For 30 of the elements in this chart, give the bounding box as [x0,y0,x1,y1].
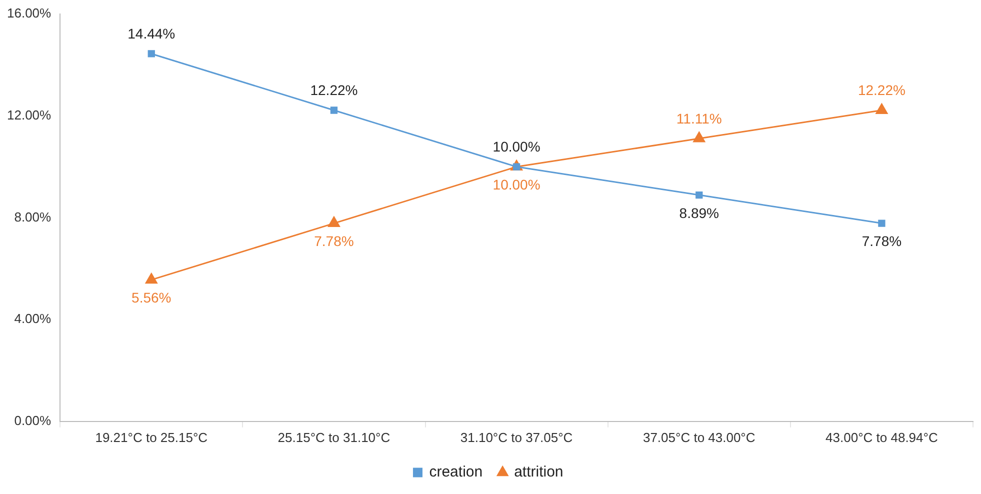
data-label: 7.78% [314,233,354,250]
data-label: 11.11% [676,110,722,126]
point [145,273,158,284]
point [878,220,886,227]
y-tick-label: 12.00% [6,107,52,122]
data-label: 14.44% [128,26,176,42]
point [328,216,340,228]
point [330,106,338,114]
legend-label: creation [429,464,483,481]
data-label: 12.22% [858,82,906,98]
data-label: 8.89% [679,204,719,221]
x-tick-label: 19.21°C to 25.15°C [95,430,208,445]
data-label: 7.78% [862,233,902,250]
data-label: 10.00% [492,176,540,193]
point [693,132,706,142]
x-tick-label: 31.10°C to 37.05°C [460,430,573,445]
data-label: 5.56% [132,290,172,306]
y-tick-label: 16.00% [6,6,52,21]
legend-label: attrition [514,464,564,481]
y-tick-label: 0.00% [14,412,52,428]
y-tick-label: 4.00% [14,311,52,326]
data-label: 10.00% [492,138,540,155]
x-tick-label: 43.00°C to 48.94°C [826,430,938,445]
data-label: 12.22% [310,82,358,98]
x-tick-label: 25.15°C to 31.10°C [278,430,390,445]
y-tick-label: 8.00% [14,209,52,224]
x-tick-label: 37.05°C to 43.00°C [642,430,756,445]
point [148,50,155,58]
point [876,104,888,114]
point [696,191,703,199]
